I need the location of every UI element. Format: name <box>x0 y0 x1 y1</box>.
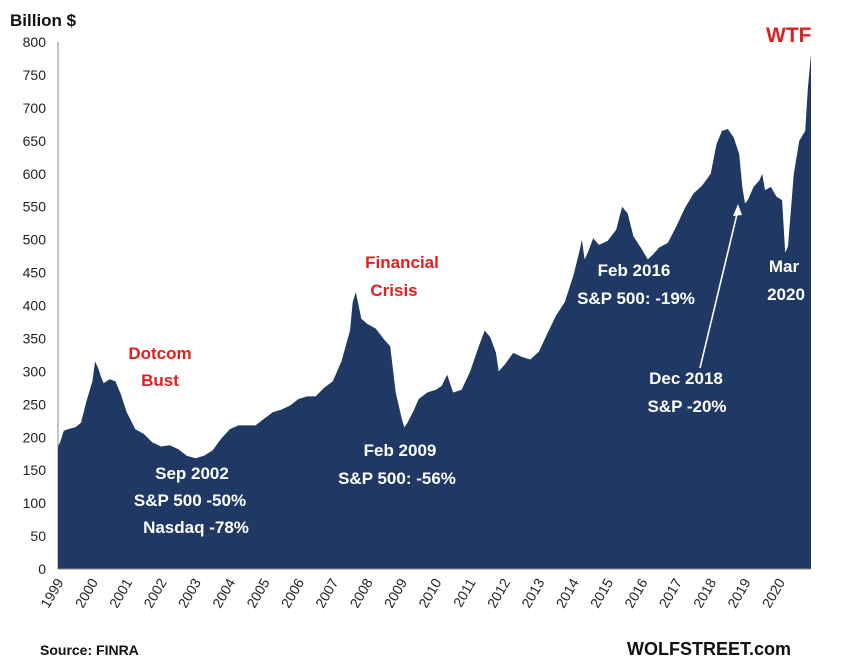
margin-debt-area <box>58 53 811 569</box>
annotation-wtf: WTF <box>766 24 812 47</box>
x-tick-label: 2001 <box>106 575 136 610</box>
annotation-dec2018-line2: S&P -20% <box>647 397 726 416</box>
annotation-sep2002-line2: S&P 500 -50% <box>134 491 246 510</box>
x-tick-label: 1999 <box>37 575 67 610</box>
y-tick-label: 600 <box>23 166 47 182</box>
annotation-mar2020-line2: 2020 <box>767 285 805 304</box>
x-tick-label: 2007 <box>312 575 342 610</box>
x-tick-label: 2015 <box>587 575 617 610</box>
y-tick-label: 0 <box>38 561 46 577</box>
x-tick-label: 2012 <box>484 575 514 610</box>
annotation-dec2018-line1: Dec 2018 <box>649 369 723 388</box>
y-tick-label: 350 <box>23 330 47 346</box>
x-tick-label: 2019 <box>724 575 754 610</box>
y-tick-label: 250 <box>23 396 47 412</box>
annotation-financial-line1: Financial <box>365 253 439 272</box>
y-tick-label: 650 <box>23 133 47 149</box>
x-tick-label: 2010 <box>415 575 445 610</box>
x-tick-label: 2017 <box>655 575 685 610</box>
source-label: Source: FINRA <box>40 642 139 658</box>
x-tick-label: 2014 <box>552 575 582 610</box>
annotation-feb2016-line1: Feb 2016 <box>598 261 671 280</box>
dec2018-pointer-line <box>699 209 739 369</box>
x-tick-label: 2020 <box>759 575 789 610</box>
y-tick-label: 400 <box>23 298 47 314</box>
brand-label: WOLFSTREET.com <box>627 639 791 659</box>
annotation-dotcom-line1: Dotcom <box>128 344 191 363</box>
annotation-feb2016-line2: S&P 500: -19% <box>577 289 695 308</box>
y-tick-label: 450 <box>23 265 47 281</box>
y-axis: 0 50 100 150 200 250 300 350 400 450 500 550 600 650 7… <box>23 34 59 577</box>
annotation-mar2020-line1: Mar <box>769 257 800 276</box>
x-tick-label: 2002 <box>140 575 170 610</box>
x-tick-label: 2008 <box>346 575 376 610</box>
dec2018-pointer-arrowhead <box>733 204 742 216</box>
x-tick-label: 2011 <box>450 575 479 609</box>
x-axis: 1999 2000 2001 2002 2003 2004 2005 2006 2007 2008… <box>37 568 811 610</box>
x-tick-label: 2000 <box>72 575 102 610</box>
annotation-dotcom-line2: Bust <box>141 371 179 390</box>
x-tick-label: 2005 <box>243 575 273 610</box>
annotation-feb2009-line1: Feb 2009 <box>364 441 437 460</box>
y-tick-label: 300 <box>23 363 47 379</box>
y-tick-label: 150 <box>23 462 47 478</box>
x-tick-label: 2009 <box>381 575 411 610</box>
annotation-sep2002-line3: Nasdaq -78% <box>143 518 249 537</box>
annotation-sep2002-line1: Sep 2002 <box>155 464 229 483</box>
y-tick-label: 50 <box>30 528 46 544</box>
plot-area <box>58 53 811 569</box>
y-tick-label: 700 <box>23 100 47 116</box>
y-tick-label: 100 <box>23 495 47 511</box>
y-tick-label: 800 <box>23 34 47 50</box>
x-tick-label: 2018 <box>690 575 720 610</box>
annotation-financial-line2: Crisis <box>370 281 417 300</box>
x-tick-label: 2016 <box>621 575 651 610</box>
y-tick-label: 550 <box>23 199 47 215</box>
x-tick-label: 2006 <box>278 575 308 610</box>
y-axis-unit-label: Billion $ <box>10 11 77 30</box>
x-tick-label: 2004 <box>209 575 239 610</box>
y-tick-label: 200 <box>23 429 47 445</box>
y-tick-label: 750 <box>23 67 47 83</box>
x-tick-label: 2013 <box>518 575 548 610</box>
x-tick-label: 2003 <box>175 575 205 610</box>
y-tick-label: 500 <box>23 232 47 248</box>
annotation-feb2009-line2: S&P 500: -56% <box>338 469 456 488</box>
